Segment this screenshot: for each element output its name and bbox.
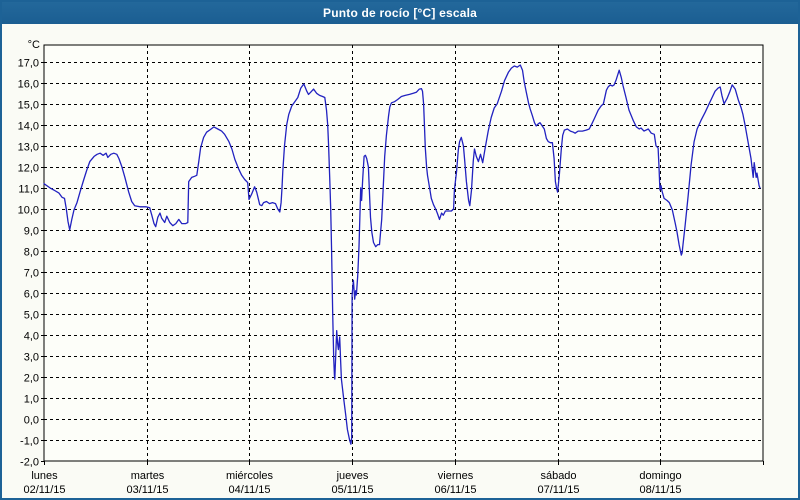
x-day-label: lunes [31, 470, 58, 482]
y-tick-label: 17,0 [18, 58, 39, 70]
y-tick-label: 10,0 [18, 205, 39, 217]
y-tick-label: 3,0 [24, 352, 39, 364]
x-day-label: domingo [639, 470, 681, 482]
x-day-label: sábado [540, 470, 576, 482]
x-date-label: 04/11/15 [228, 484, 270, 496]
y-axis-unit-label: °C [28, 39, 40, 51]
y-tick-label: 14,0 [18, 121, 39, 133]
y-tick-label: 16,0 [18, 79, 39, 91]
y-tick-label: 1,0 [24, 394, 39, 406]
y-tick-label: 7,0 [24, 268, 39, 280]
y-tick-label: -1,0 [20, 436, 39, 448]
series-line [43, 64, 761, 445]
x-day-label: miércoles [226, 470, 274, 482]
y-tick-label: 5,0 [24, 310, 39, 322]
x-day-label: viernes [438, 470, 474, 482]
x-day-label: jueves [336, 470, 369, 482]
y-tick-label: 0,0 [24, 415, 39, 427]
x-date-label: 03/11/15 [126, 484, 168, 496]
y-tick-label: 13,0 [18, 142, 39, 154]
y-tick-label: 9,0 [24, 226, 39, 238]
y-tick-label: 2,0 [24, 373, 39, 385]
x-date-label: 05/11/15 [331, 484, 373, 496]
y-tick-label: 4,0 [24, 331, 39, 343]
x-date-label: 02/11/15 [23, 484, 65, 496]
title-bar: Punto de rocío [°C] escala [2, 2, 798, 24]
y-tick-label: -2,0 [20, 457, 39, 469]
x-date-label: 07/11/15 [537, 484, 579, 496]
y-tick-label: 8,0 [24, 247, 39, 259]
y-tick-label: 12,0 [18, 163, 39, 175]
x-date-label: 06/11/15 [434, 484, 476, 496]
y-tick-label: 6,0 [24, 289, 39, 301]
x-day-label: martes [131, 470, 165, 482]
y-tick-label: 11,0 [18, 184, 39, 196]
x-date-label: 08/11/15 [639, 484, 681, 496]
y-tick-label: 15,0 [18, 100, 39, 112]
plot-area [43, 44, 764, 462]
chart-title: Punto de rocío [°C] escala [322, 6, 478, 20]
